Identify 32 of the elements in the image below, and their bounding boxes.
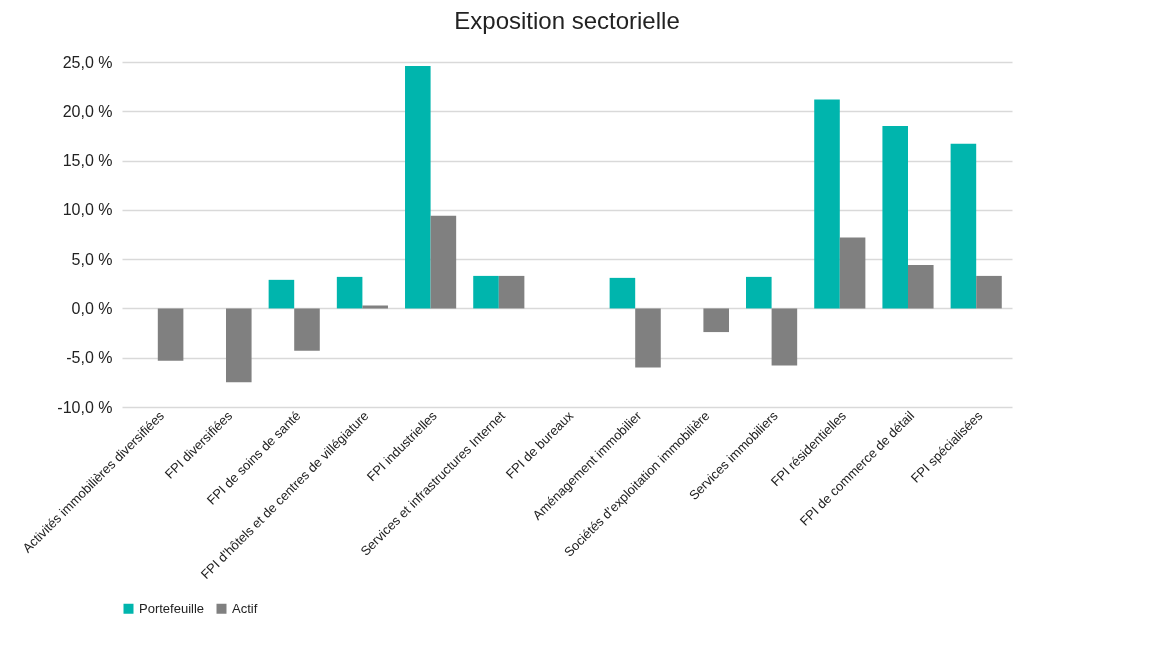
bar xyxy=(976,275,1002,309)
y-tick-label: 10,0 % xyxy=(62,201,113,219)
bar xyxy=(226,308,252,383)
bar xyxy=(839,237,866,309)
bar xyxy=(268,279,295,309)
bar xyxy=(635,308,661,368)
y-tick-label: -10,0 % xyxy=(57,398,113,416)
bar xyxy=(609,277,636,309)
y-tick-label: -5,0 % xyxy=(66,349,113,367)
bar xyxy=(950,143,977,309)
bar xyxy=(746,276,772,309)
bar xyxy=(336,276,363,309)
y-tick-label: 5,0 % xyxy=(71,250,113,268)
y-tick-label: 20,0 % xyxy=(62,102,113,120)
bar xyxy=(882,126,908,309)
y-tick-label: 25,0 % xyxy=(62,53,113,71)
bar xyxy=(294,308,320,351)
bar xyxy=(430,215,457,309)
bar xyxy=(473,275,499,309)
bar xyxy=(405,65,431,309)
bar xyxy=(362,305,388,309)
bar xyxy=(814,99,840,309)
legend-label: Actif xyxy=(232,600,258,616)
y-tick-label: 0,0 % xyxy=(71,299,113,317)
bar xyxy=(771,308,798,366)
bar xyxy=(908,265,934,309)
bar xyxy=(703,308,729,333)
legend-label: Portefeuille xyxy=(139,600,205,616)
y-tick-label: 15,0 % xyxy=(62,152,113,170)
bar xyxy=(157,308,184,361)
bar xyxy=(498,275,525,309)
chart-title: Exposition sectorielle xyxy=(454,7,680,34)
